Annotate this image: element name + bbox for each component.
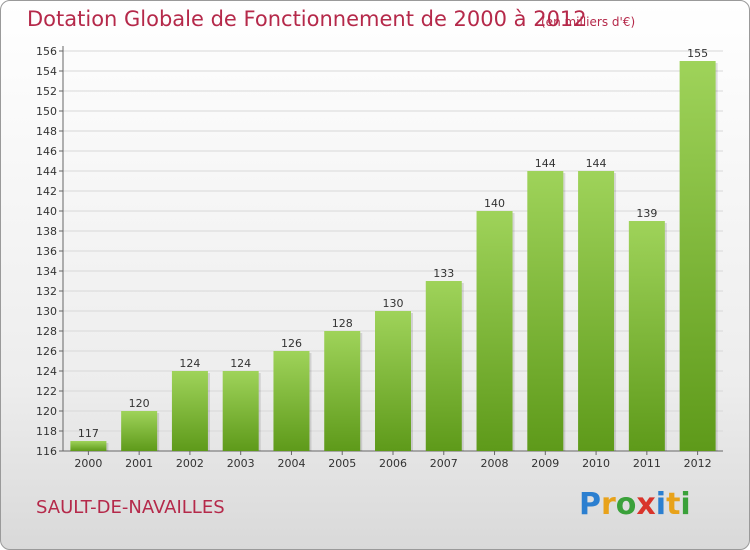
y-tick-label: 144 xyxy=(36,165,57,178)
x-tick-label: 2003 xyxy=(227,457,255,470)
x-tick-label: 2006 xyxy=(379,457,407,470)
y-tick-label: 140 xyxy=(36,205,57,218)
y-tick-label: 118 xyxy=(36,425,57,438)
data-label: 133 xyxy=(433,267,454,280)
data-label: 117 xyxy=(78,427,99,440)
logo-letter: P xyxy=(579,487,601,522)
y-tick-label: 142 xyxy=(36,185,57,198)
x-tick-label: 2008 xyxy=(481,457,509,470)
bar-2005 xyxy=(324,331,361,451)
bar-2007 xyxy=(425,281,462,451)
chart-unit: (en milliers d'€) xyxy=(541,15,636,29)
data-label: 139 xyxy=(636,207,657,220)
data-label: 144 xyxy=(586,157,607,170)
proxiti-logo: Proxiti xyxy=(579,487,691,522)
x-tick-label: 2007 xyxy=(430,457,458,470)
logo-letter: t xyxy=(666,487,681,522)
logo-letter: x xyxy=(636,487,656,522)
commune-name: SAULT-DE-NAVAILLES xyxy=(36,497,225,518)
y-tick-label: 148 xyxy=(36,125,57,138)
logo-letter: o xyxy=(615,487,637,522)
x-tick-label: 2005 xyxy=(328,457,356,470)
logo-letter: r xyxy=(601,487,616,522)
x-tick-label: 2004 xyxy=(277,457,305,470)
y-tick-label: 126 xyxy=(36,345,57,358)
y-tick-label: 128 xyxy=(36,325,57,338)
x-tick-label: 2000 xyxy=(74,457,102,470)
bar-2009 xyxy=(527,171,564,451)
data-label: 144 xyxy=(535,157,556,170)
bar-2010 xyxy=(578,171,615,451)
y-tick-label: 150 xyxy=(36,105,57,118)
bar-2011 xyxy=(628,221,665,451)
y-tick-label: 132 xyxy=(36,285,57,298)
data-label: 128 xyxy=(332,317,353,330)
bar-2004 xyxy=(273,351,310,451)
x-tick-label: 2001 xyxy=(125,457,153,470)
y-tick-label: 116 xyxy=(36,445,57,458)
y-tick-label: 130 xyxy=(36,305,57,318)
data-label: 155 xyxy=(687,47,708,60)
y-tick-label: 124 xyxy=(36,365,57,378)
y-tick-label: 122 xyxy=(36,385,57,398)
y-tick-label: 156 xyxy=(36,45,57,58)
y-tick-label: 134 xyxy=(36,265,57,278)
bar-2008 xyxy=(476,211,513,451)
x-tick-label: 2010 xyxy=(582,457,610,470)
bar-2001 xyxy=(121,411,158,451)
data-label: 130 xyxy=(383,297,404,310)
x-tick-label: 2012 xyxy=(684,457,712,470)
bar-2000 xyxy=(70,441,107,451)
data-label: 120 xyxy=(129,397,150,410)
data-label: 126 xyxy=(281,337,302,350)
data-label: 140 xyxy=(484,197,505,210)
bars xyxy=(70,61,718,451)
x-tick-label: 2002 xyxy=(176,457,204,470)
y-tick-label: 154 xyxy=(36,65,57,78)
y-tick-label: 146 xyxy=(36,145,57,158)
bar-2002 xyxy=(171,371,208,451)
chart-title: Dotation Globale de Fonctionnement de 20… xyxy=(27,7,587,31)
x-tick-label: 2009 xyxy=(531,457,559,470)
y-tick-label: 138 xyxy=(36,225,57,238)
y-tick-label: 136 xyxy=(36,245,57,258)
y-tick-label: 152 xyxy=(36,85,57,98)
logo-letter: i xyxy=(655,487,667,522)
logo-letter: i xyxy=(680,487,691,522)
y-tick-label: 120 xyxy=(36,405,57,418)
data-label: 124 xyxy=(179,357,200,370)
data-label: 124 xyxy=(230,357,251,370)
bar-2003 xyxy=(222,371,259,451)
data-labels: 117 120 124 124 126 128 130 133 140 144 144 139 155 xyxy=(78,47,708,440)
bar-2012 xyxy=(679,61,716,451)
bar-2006 xyxy=(375,311,411,451)
x-tick-label: 2011 xyxy=(633,457,661,470)
axes: 1161181201221241261281301321341361381401… xyxy=(36,45,723,470)
